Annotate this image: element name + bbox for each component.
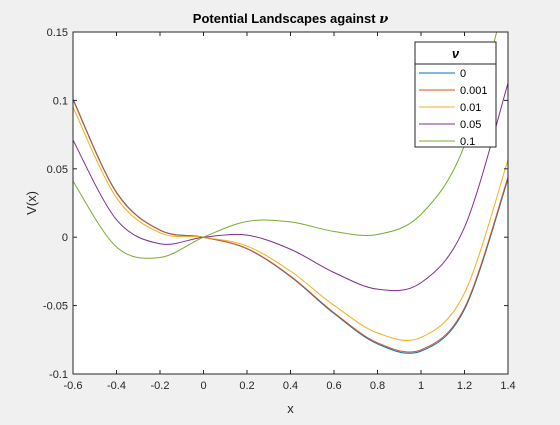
y-tick-label: -0.1 bbox=[49, 369, 68, 381]
series-line bbox=[73, 107, 508, 341]
x-tick-label: 0 bbox=[200, 380, 206, 392]
series-layer bbox=[73, 32, 508, 354]
x-tick-label: -0.4 bbox=[107, 380, 126, 392]
legend-label: 0 bbox=[460, 68, 466, 80]
y-tick-label: 0.05 bbox=[47, 164, 68, 176]
x-tick-label: 1.2 bbox=[457, 380, 472, 392]
legend-label: 0.05 bbox=[460, 119, 481, 131]
x-tick-label: 0.8 bbox=[370, 380, 385, 392]
chart-title: Potential Landscapes against ν bbox=[193, 11, 388, 27]
legend-label: 0.01 bbox=[460, 102, 481, 114]
x-tick-label: -0.6 bbox=[64, 380, 83, 392]
legend-label: 0.1 bbox=[460, 136, 475, 148]
legend: ν 0 0.001 0.01 0.05 0.1 bbox=[414, 41, 497, 148]
x-tick-label: 0.6 bbox=[326, 380, 341, 392]
legend-box bbox=[414, 41, 497, 148]
chart-title-text: Potential Landscapes against bbox=[193, 11, 376, 26]
y-tick-label: -0.05 bbox=[43, 301, 68, 313]
series-line bbox=[73, 32, 498, 259]
legend-title: ν bbox=[452, 46, 460, 61]
y-tick-label: 0.15 bbox=[47, 27, 68, 39]
x-tick-label: 1.4 bbox=[500, 380, 515, 392]
y-axis-label: V(x) bbox=[24, 191, 39, 215]
y-tick-label: 0 bbox=[62, 232, 68, 244]
x-tick-label: 1 bbox=[418, 380, 424, 392]
series-line bbox=[73, 83, 508, 292]
legend-label: 0.001 bbox=[460, 85, 488, 97]
tick-layer: -0.6 -0.4 -0.2 0 0.2 0.4 0.6 0.8 1 1.2 1.4 -0.1 -0.0… bbox=[43, 27, 516, 392]
legend-items: 0 0.001 0.01 0.05 0.1 bbox=[419, 68, 488, 148]
series-line bbox=[73, 99, 508, 353]
chart-title-symbol: ν bbox=[379, 12, 388, 27]
x-tick-label: 0.4 bbox=[283, 380, 298, 392]
x-tick-label: -0.2 bbox=[151, 380, 170, 392]
y-tick-label: 0.1 bbox=[53, 95, 68, 107]
x-tick-label: 0.2 bbox=[239, 380, 254, 392]
x-axis-label: x bbox=[287, 401, 294, 416]
